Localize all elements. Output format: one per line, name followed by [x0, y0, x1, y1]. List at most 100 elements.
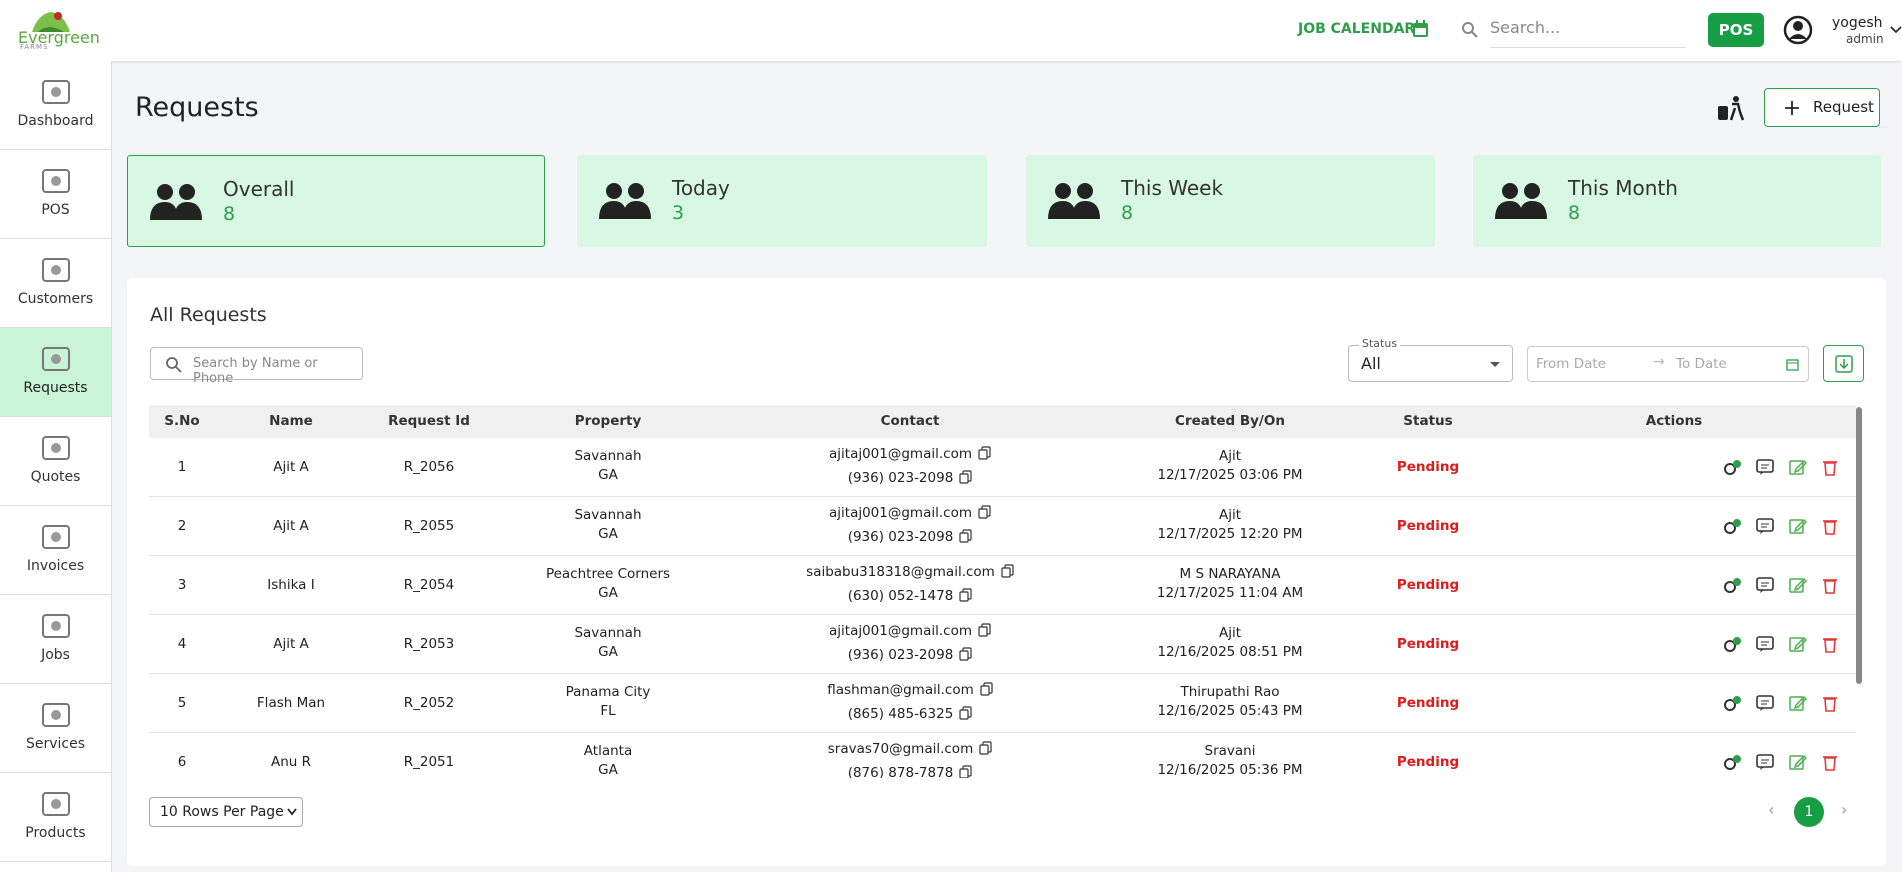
- row-action-glyph: [1823, 579, 1837, 594]
- copy-button[interactable]: [959, 529, 972, 547]
- next-page[interactable]: ›: [1841, 800, 1848, 819]
- user-name: yogesh: [1832, 15, 1883, 31]
- date-range[interactable]: From Date → To Date: [1527, 346, 1809, 382]
- row-action-glyph: [1855, 694, 1856, 712]
- copy-button[interactable]: [978, 505, 991, 523]
- column-header: Property: [574, 413, 642, 429]
- row-action[interactable]: [1789, 694, 1808, 716]
- row-action[interactable]: [1756, 576, 1774, 598]
- new-request-button[interactable]: Request: [1764, 88, 1880, 127]
- rows-per-page[interactable]: 10 Rows Per Page: [149, 797, 303, 827]
- copy-button[interactable]: [978, 446, 991, 464]
- sidebar-item[interactable]: Customers: [0, 239, 111, 328]
- table-search[interactable]: Search by Name or Phone: [150, 347, 363, 386]
- stat-card[interactable]: Overall 8: [127, 155, 545, 247]
- row-action[interactable]: [1855, 694, 1856, 716]
- row-action[interactable]: [1756, 694, 1774, 716]
- contact-email: sravas70@gmail.com: [827, 741, 974, 757]
- search-input[interactable]: Search...: [1490, 18, 1686, 48]
- row-id: R_2054: [403, 577, 455, 593]
- copy-icon: [959, 765, 972, 778]
- row-action[interactable]: [1789, 576, 1808, 598]
- stat-card[interactable]: This Week 8: [1026, 155, 1435, 247]
- sidebar-item[interactable]: Jobs: [0, 595, 111, 684]
- row-action-glyph: [1823, 638, 1837, 653]
- row-action[interactable]: [1756, 517, 1774, 539]
- copy-button[interactable]: [959, 470, 972, 488]
- row-action[interactable]: [1822, 576, 1838, 598]
- sidebar-item[interactable]: Invoices: [0, 506, 111, 595]
- sidebar-item[interactable]: Dashboard: [0, 61, 111, 150]
- row-sno: 4: [177, 636, 187, 652]
- table-row[interactable]: 1 Ajit A R_2056 Savannah GA Ajit 12/17/2025 03…: [149, 438, 1856, 497]
- table-row[interactable]: 4 Ajit A R_2053 Savannah GA Ajit 12/16/2025 08…: [149, 615, 1856, 674]
- row-action[interactable]: [1723, 517, 1743, 539]
- row-sno: 3: [177, 577, 187, 593]
- row-action[interactable]: [1789, 517, 1808, 539]
- column-header: Created By/On: [1175, 413, 1285, 429]
- copy-button[interactable]: [978, 623, 991, 641]
- column-header: Name: [269, 413, 313, 429]
- row-action[interactable]: [1822, 753, 1838, 775]
- row-action[interactable]: [1723, 694, 1743, 716]
- copy-button[interactable]: [959, 765, 972, 778]
- row-action[interactable]: [1822, 635, 1838, 657]
- sidebar-item[interactable]: Services: [0, 684, 111, 773]
- status-select[interactable]: Status All: [1348, 337, 1513, 382]
- download-button[interactable]: [1823, 345, 1864, 382]
- copy-button[interactable]: [979, 741, 992, 759]
- job-calendar-link[interactable]: JOB CALENDAR: [1298, 21, 1416, 37]
- user-menu-caret[interactable]: [1890, 25, 1902, 35]
- sidebar-item[interactable]: POS: [0, 150, 111, 239]
- row-action[interactable]: [1756, 458, 1774, 480]
- table-row[interactable]: 6 Anu R R_2051 Atlanta GA Sravani 12/16/2025 0…: [149, 733, 1856, 778]
- stat-card[interactable]: Today 3: [577, 155, 987, 247]
- card-value: 8: [223, 203, 236, 225]
- row-action[interactable]: [1723, 635, 1743, 657]
- row-action[interactable]: [1789, 458, 1808, 480]
- row-action[interactable]: [1756, 635, 1774, 657]
- stat-card[interactable]: This Month 8: [1473, 155, 1881, 247]
- page-number[interactable]: 1: [1794, 797, 1824, 827]
- table-row[interactable]: 2 Ajit A R_2055 Savannah GA Ajit 12/17/2025 12…: [149, 497, 1856, 556]
- copy-button[interactable]: [959, 706, 972, 724]
- row-action[interactable]: [1789, 635, 1808, 657]
- row-action-glyph: [1823, 461, 1837, 476]
- row-action[interactable]: [1855, 753, 1856, 775]
- row-action[interactable]: [1723, 576, 1743, 598]
- row-city: Atlanta: [583, 743, 633, 759]
- row-action[interactable]: [1723, 753, 1743, 775]
- prev-page[interactable]: ‹: [1768, 800, 1775, 819]
- row-name: Ishika I: [267, 577, 315, 593]
- row-action[interactable]: [1822, 694, 1838, 716]
- sidebar-item[interactable]: Products: [0, 773, 111, 862]
- avatar[interactable]: [1783, 15, 1813, 45]
- sidebar-item[interactable]: Requests: [0, 328, 111, 417]
- pos-button[interactable]: POS: [1708, 13, 1764, 47]
- row-city: Peachtree Corners: [545, 566, 671, 582]
- row-action[interactable]: [1756, 753, 1774, 775]
- copy-button[interactable]: [980, 682, 993, 700]
- table-row[interactable]: 5 Flash Man R_2052 Panama City FL Thirupathi …: [149, 674, 1856, 733]
- row-action-glyph: [1789, 754, 1808, 770]
- assign-icon[interactable]: [1716, 94, 1744, 122]
- row-action-glyph: [1756, 754, 1774, 770]
- copy-button[interactable]: [1001, 564, 1014, 582]
- table-row[interactable]: 3 Ishika I R_2054 Peachtree Corners GA M S NA…: [149, 556, 1856, 615]
- row-action[interactable]: [1822, 458, 1838, 480]
- row-action[interactable]: [1789, 753, 1808, 775]
- copy-button[interactable]: [959, 647, 972, 665]
- copy-button[interactable]: [959, 588, 972, 606]
- row-name: Flash Man: [256, 695, 326, 711]
- row-city: Savannah: [574, 507, 642, 523]
- row-action-glyph: [1756, 577, 1774, 593]
- page-title: Requests: [135, 92, 259, 123]
- contact-line: sravas70@gmail.com: [760, 741, 1060, 759]
- sidebar-item[interactable]: Quotes: [0, 417, 111, 506]
- row-action[interactable]: [1723, 458, 1743, 480]
- row-action-glyph: [1823, 697, 1837, 712]
- contact-email: ajitaj001@gmail.com: [829, 446, 972, 462]
- scrollbar[interactable]: [1856, 407, 1862, 684]
- contact-email: ajitaj001@gmail.com: [829, 623, 972, 639]
- row-action[interactable]: [1822, 517, 1838, 539]
